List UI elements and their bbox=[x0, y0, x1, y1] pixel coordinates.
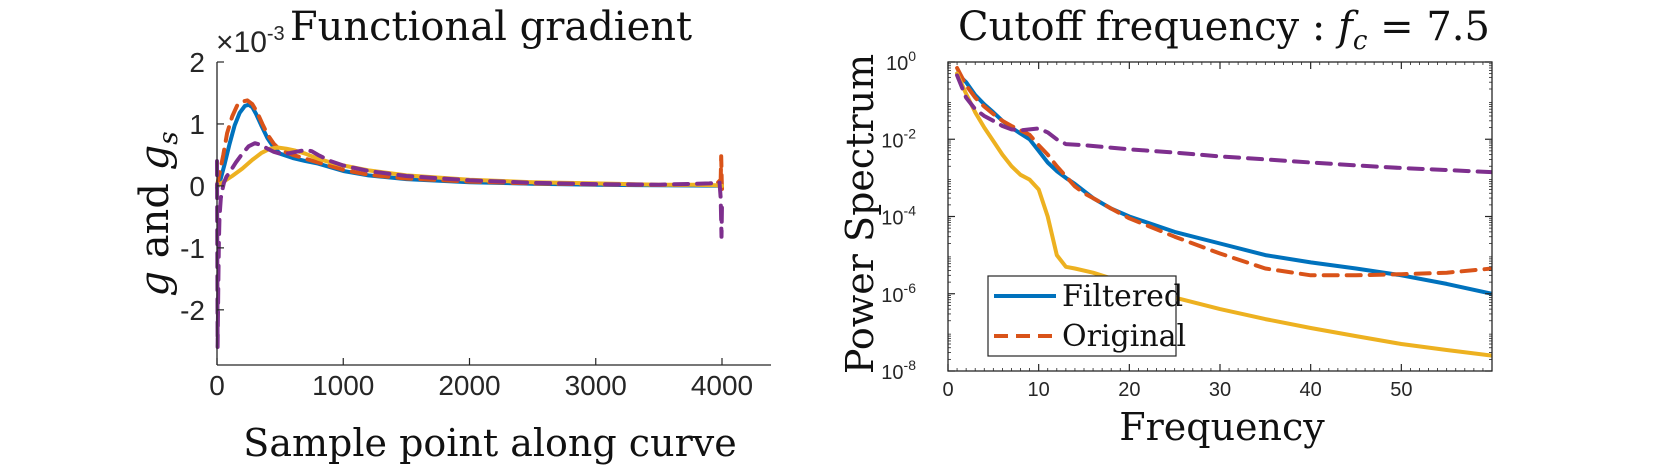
left-x-tick-label: 4000 bbox=[691, 370, 753, 401]
right-x-tick-label: 40 bbox=[1300, 379, 1322, 401]
right-series-line-2 bbox=[955, 66, 1492, 278]
left-y-tick-label: -2 bbox=[180, 295, 205, 326]
right-x-tick-label: 30 bbox=[1209, 379, 1231, 401]
left-plot-background bbox=[217, 62, 771, 365]
right-axes-box bbox=[947, 61, 1493, 372]
right-y-axis-label: Power Spectrum bbox=[838, 54, 882, 374]
left-chart-title: Functional gradient bbox=[290, 4, 692, 50]
functional-gradient-chart: 0 1000 2000 3000 4000 -2 -1 0 1 2 ×10-3 Functiona… bbox=[132, 4, 771, 465]
legend-box bbox=[987, 275, 1177, 357]
right-series-line-3 bbox=[955, 71, 1492, 358]
left-series-line-4 bbox=[215, 141, 724, 349]
right-chart-title: Cutoff frequency : fc = 7.5 bbox=[958, 4, 1490, 56]
right-series-line-4 bbox=[955, 73, 1492, 175]
right-y-tick-label: 100 bbox=[886, 48, 916, 75]
left-y-tick-label: -1 bbox=[180, 233, 205, 264]
right-y-tick-label: 10-4 bbox=[881, 203, 916, 230]
left-y-tick-label: 2 bbox=[189, 47, 205, 78]
right-y-tick-label: 10-2 bbox=[881, 125, 916, 152]
left-series-group bbox=[215, 98, 724, 349]
right-y-tick-label: 10-8 bbox=[881, 357, 916, 384]
right-series-group bbox=[955, 66, 1492, 358]
right-x-tick-label: 50 bbox=[1390, 379, 1412, 401]
right-y-tick-label: 10-6 bbox=[881, 280, 916, 307]
left-x-tick-label: 0 bbox=[209, 370, 225, 401]
right-legend: Filtered Original bbox=[987, 275, 1186, 357]
power-spectrum-chart: 0 10 20 30 40 50 10-8 10-6 10-4 10-2 100 Cutoff fr… bbox=[838, 4, 1493, 449]
right-x-tick-label: 20 bbox=[1118, 379, 1140, 401]
right-x-tick-label: 0 bbox=[942, 379, 953, 401]
legend-label-filtered: Filtered bbox=[1062, 279, 1183, 314]
left-x-tick-label: 3000 bbox=[565, 370, 627, 401]
legend-label-original: Original bbox=[1062, 319, 1186, 354]
left-x-tick-label: 1000 bbox=[312, 370, 374, 401]
left-y-tick-label: 1 bbox=[189, 109, 205, 140]
left-exponent-label: ×10-3 bbox=[216, 23, 285, 59]
left-y-tick-label: 0 bbox=[189, 171, 205, 202]
left-x-axis-label: Sample point along curve bbox=[243, 421, 736, 465]
right-x-tick-label: 10 bbox=[1028, 379, 1050, 401]
left-y-axis-label: g and gs bbox=[132, 131, 184, 296]
left-x-tick-label: 2000 bbox=[438, 370, 500, 401]
right-x-axis-label: Frequency bbox=[1119, 405, 1325, 449]
